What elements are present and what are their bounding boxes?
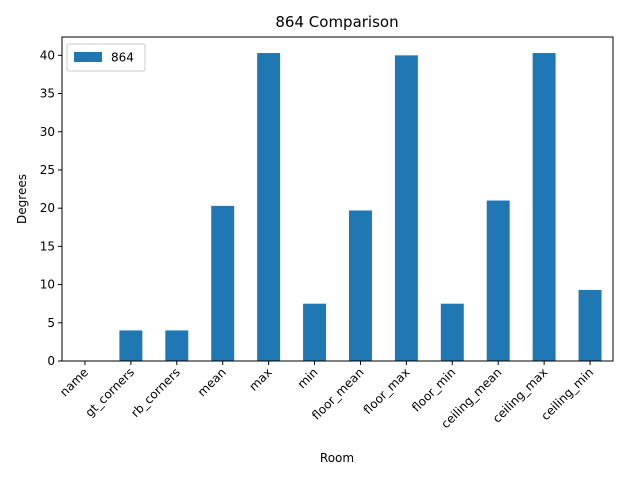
bar-min: [303, 303, 327, 361]
chart-title: 864 Comparison: [275, 13, 398, 31]
y-tick-label: 0: [47, 354, 55, 368]
legend: 864: [66, 43, 146, 72]
plot-frame: [61, 36, 614, 362]
y-tick-label: 25: [40, 163, 55, 177]
bar-gt_corners: [119, 330, 143, 361]
bar-rb_corners: [165, 330, 189, 361]
bar-mean: [211, 205, 235, 361]
y-axis-label: Degrees: [15, 174, 29, 224]
bar-ceiling_min: [578, 289, 602, 361]
legend-label: 864: [111, 51, 134, 65]
bar-floor_min: [440, 303, 464, 361]
bar-ceiling_max: [532, 53, 556, 361]
legend-box: [66, 43, 146, 72]
y-tick-label: 35: [40, 87, 55, 101]
legend-swatch: [74, 52, 102, 62]
y-tick-label: 15: [40, 239, 55, 253]
y-axis-ticks: 0 5 10 15 20 25 30 35 40: [40, 48, 62, 368]
y-tick-label: 30: [40, 125, 55, 139]
bars-group: [119, 53, 602, 361]
y-tick-label: 5: [47, 316, 55, 330]
bar-max: [257, 53, 281, 361]
bar-ceiling_mean: [486, 200, 510, 361]
bar-floor_max: [394, 55, 418, 361]
x-axis-label: Room: [320, 451, 354, 465]
y-tick-label: 40: [40, 48, 55, 62]
y-tick-label: 20: [40, 201, 55, 215]
bar-floor_mean: [348, 210, 372, 361]
y-tick-label: 10: [40, 278, 55, 292]
